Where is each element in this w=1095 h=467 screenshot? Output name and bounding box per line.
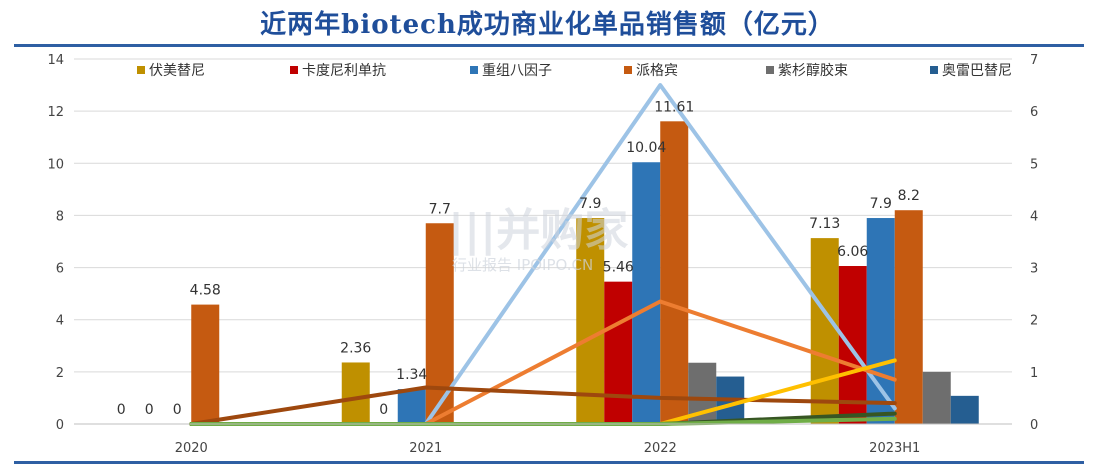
data-label: 1.34 <box>396 367 427 383</box>
bar <box>660 121 689 424</box>
data-label: 0 <box>117 402 126 418</box>
y-tick-label: 8 <box>56 209 64 224</box>
data-label: 8.2 <box>898 188 920 204</box>
y2-tick-label: 4 <box>1030 209 1038 224</box>
legend-swatch <box>137 66 145 74</box>
y2-tick-label: 5 <box>1030 157 1038 172</box>
legend-swatch <box>290 66 298 74</box>
legend-label: 伏美替尼 <box>149 63 205 79</box>
bar <box>866 218 895 424</box>
y2-tick-label: 1 <box>1030 366 1038 381</box>
y2-tick-label: 7 <box>1030 53 1038 68</box>
data-label: 4.58 <box>190 283 221 299</box>
legend-label: 派格宾 <box>636 63 678 79</box>
bottom-divider <box>14 461 1084 464</box>
data-label: 10.04 <box>626 140 666 156</box>
bar <box>810 238 839 424</box>
legend-label: 紫杉醇胶束 <box>778 62 848 79</box>
x-tick-label: 2022 <box>644 441 677 456</box>
y-tick-label: 0 <box>56 418 64 433</box>
label-layer: 0 2.36 7.9 7.13 0 0 5.46 6.06 0 1.34 10.04 7.9 4.58 7… <box>117 99 920 418</box>
x-tick-label: 2020 <box>175 441 208 456</box>
y-tick-label: 4 <box>56 314 64 329</box>
y-tick-label: 6 <box>56 262 64 277</box>
data-label: 7.9 <box>870 196 892 212</box>
series-line <box>189 416 897 426</box>
data-label: 2.36 <box>340 340 371 356</box>
legend-swatch <box>930 66 938 74</box>
bar <box>950 395 979 424</box>
series-line <box>189 385 897 426</box>
data-label: 5.46 <box>603 260 634 276</box>
y2-tick-label: 0 <box>1030 418 1038 433</box>
top-divider <box>14 44 1084 47</box>
legend-swatch <box>470 66 478 74</box>
bar <box>397 389 426 424</box>
data-label: 7.13 <box>809 216 840 232</box>
y-tick-label: 10 <box>47 157 64 172</box>
y2-tick-label: 3 <box>1030 262 1038 277</box>
watermark: |||并购家 行业报告 IPOIPO.CN <box>448 205 628 274</box>
legend-label: 卡度尼利单抗 <box>302 63 386 79</box>
x-tick-label: 2021 <box>409 441 442 456</box>
bar <box>191 304 220 424</box>
bar-layer <box>191 121 979 424</box>
data-label: 7.9 <box>579 196 601 212</box>
data-label: 0 <box>145 402 154 418</box>
legend-label: 奥雷巴替尼 <box>942 62 1012 79</box>
data-label: 0 <box>379 402 388 418</box>
chart-title: 近两年biotech成功商业化单品销售额（亿元） <box>260 10 835 40</box>
y-tick-label: 12 <box>47 105 64 120</box>
y-tick-label: 14 <box>47 53 64 68</box>
bar <box>632 162 661 424</box>
data-label: 11.61 <box>654 99 694 115</box>
y2-tick-label: 6 <box>1030 105 1038 120</box>
legend: 伏美替尼 卡度尼利单抗 重组八因子 派格宾 紫杉醇胶束 奥雷巴替尼 <box>137 62 1012 79</box>
bar <box>838 266 867 424</box>
x-tick-label: 2023H1 <box>869 441 920 456</box>
legend-label: 重组八因子 <box>482 63 552 79</box>
y2-tick-label: 2 <box>1030 314 1038 329</box>
bar <box>922 371 951 424</box>
data-label: 0 <box>173 402 182 418</box>
legend-swatch <box>624 66 632 74</box>
bar <box>894 210 923 424</box>
y-tick-label: 2 <box>56 366 64 381</box>
bar <box>604 281 633 424</box>
legend-swatch <box>766 66 774 74</box>
bar <box>576 218 605 424</box>
data-label: 6.06 <box>837 244 868 260</box>
bar <box>341 362 370 424</box>
watermark-sub: 行业报告 IPOIPO.CN <box>452 256 593 274</box>
data-label: 7.7 <box>429 201 451 217</box>
watermark-main: |||并购家 <box>448 205 628 256</box>
